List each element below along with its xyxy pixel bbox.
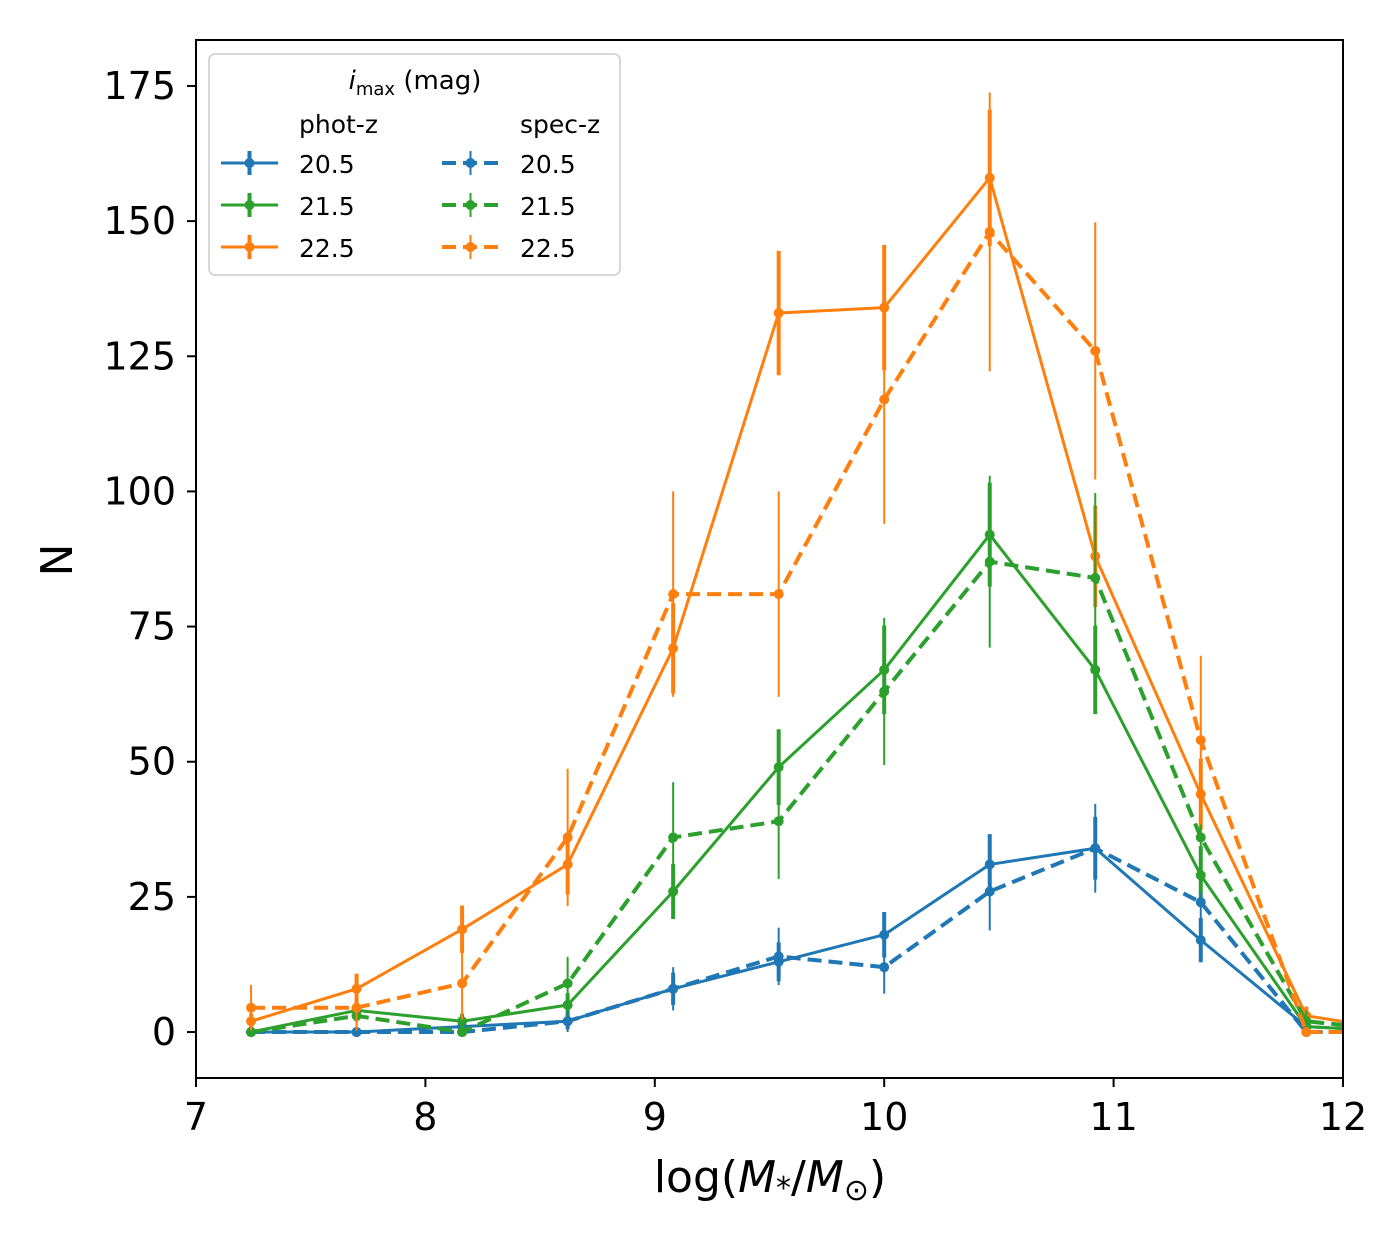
data-point (773, 951, 784, 962)
data-point (562, 978, 573, 989)
legend-marker (465, 242, 476, 252)
y-tick-label: 100 (103, 469, 176, 513)
plot-frame (195, 39, 1344, 1079)
series-layer (246, 92, 1343, 1038)
data-point (879, 686, 890, 697)
legend-marker (244, 242, 255, 252)
legend-label-phot-z-21.5: 21.5 (299, 192, 355, 221)
legend: imax (mag) phot-z spec-z 20.5 21.5 22.5 … (208, 53, 621, 276)
legend-header-phot-z: phot-z (299, 110, 378, 139)
data-point (1090, 664, 1101, 675)
y-tick-label: 75 (128, 605, 176, 649)
data-point (1195, 935, 1206, 946)
data-point (1195, 832, 1206, 843)
legend-marker (244, 200, 255, 210)
series-line (250, 176, 1343, 1023)
data-point (351, 1002, 362, 1013)
legend-label-phot-z-22.5: 22.5 (299, 234, 355, 263)
data-point (1195, 897, 1206, 908)
data-point (879, 394, 890, 405)
legend-sample-spec-z-22.5 (442, 235, 499, 259)
y-tick-label: 175 (103, 64, 176, 108)
data-point (457, 978, 468, 989)
series-line (251, 846, 1343, 1035)
legend-label-spec-z-21.5: 21.5 (520, 192, 576, 221)
y-axis-title: N (32, 544, 83, 577)
data-point (773, 308, 784, 319)
legend-label-phot-z-20.5: 20.5 (299, 150, 355, 179)
y-tick-label: 25 (128, 875, 176, 919)
data-point (1195, 735, 1206, 746)
data-point (773, 816, 784, 827)
data-point (773, 589, 784, 600)
data-point (351, 1027, 362, 1038)
x-tick-label: 9 (643, 1095, 667, 1139)
series-line (250, 559, 1343, 1035)
data-point (457, 924, 468, 935)
legend-sample-phot-z-22.5 (221, 235, 278, 259)
series-line (251, 846, 1343, 1034)
x-tick-label: 7 (184, 1095, 208, 1139)
legend-marker (244, 158, 255, 168)
y-tick-label: 150 (103, 199, 176, 243)
data-point (668, 832, 679, 843)
data-point (984, 886, 995, 897)
legend-marker (465, 158, 476, 168)
data-point (246, 1027, 257, 1038)
data-point (1090, 345, 1101, 356)
series-spec-z-20.5 (246, 803, 1343, 1038)
y-tick-label: 125 (103, 334, 176, 378)
data-point (668, 983, 679, 994)
data-point (879, 929, 890, 940)
data-point (246, 1002, 257, 1013)
legend-label-spec-z-22.5: 22.5 (520, 234, 576, 263)
series-spec-z-22.5 (246, 92, 1343, 1038)
legend-sample-spec-z-20.5 (442, 151, 499, 175)
data-point (1090, 843, 1101, 854)
series-line (250, 533, 1343, 1034)
y-tick-label: 50 (128, 740, 176, 784)
legend-sample-phot-z-20.5 (221, 151, 278, 175)
legend-sample-phot-z-21.5 (221, 193, 278, 217)
x-tick-label: 10 (860, 1095, 908, 1139)
data-point (457, 1027, 468, 1038)
legend-marker (465, 200, 476, 210)
data-point (457, 1016, 468, 1027)
x-tick-label: 11 (1089, 1095, 1137, 1139)
legend-sample-spec-z-21.5 (442, 193, 499, 217)
y-tick-label: 0 (152, 1010, 176, 1054)
data-point (984, 556, 995, 567)
data-point (668, 589, 679, 600)
legend-entries (221, 151, 499, 259)
legend-label-spec-z-20.5: 20.5 (520, 150, 576, 179)
data-point (562, 1016, 573, 1027)
x-axis-title: log(M*/M⊙) (654, 1152, 886, 1208)
data-point (879, 962, 890, 973)
data-point (562, 832, 573, 843)
data-point (1301, 1027, 1312, 1038)
x-tick-label: 8 (413, 1095, 437, 1139)
data-point (1090, 572, 1101, 583)
legend-header-spec-z: spec-z (520, 110, 600, 139)
legend-box (208, 53, 621, 276)
ticks-layer: 7 8 9 10 11 12 0 25 50 75 100 125 150 175 (103, 64, 1367, 1139)
legend-title: imax (mag) (349, 66, 482, 100)
series-line (251, 229, 1343, 1035)
data-point (984, 226, 995, 237)
x-tick-label: 12 (1319, 1095, 1367, 1139)
